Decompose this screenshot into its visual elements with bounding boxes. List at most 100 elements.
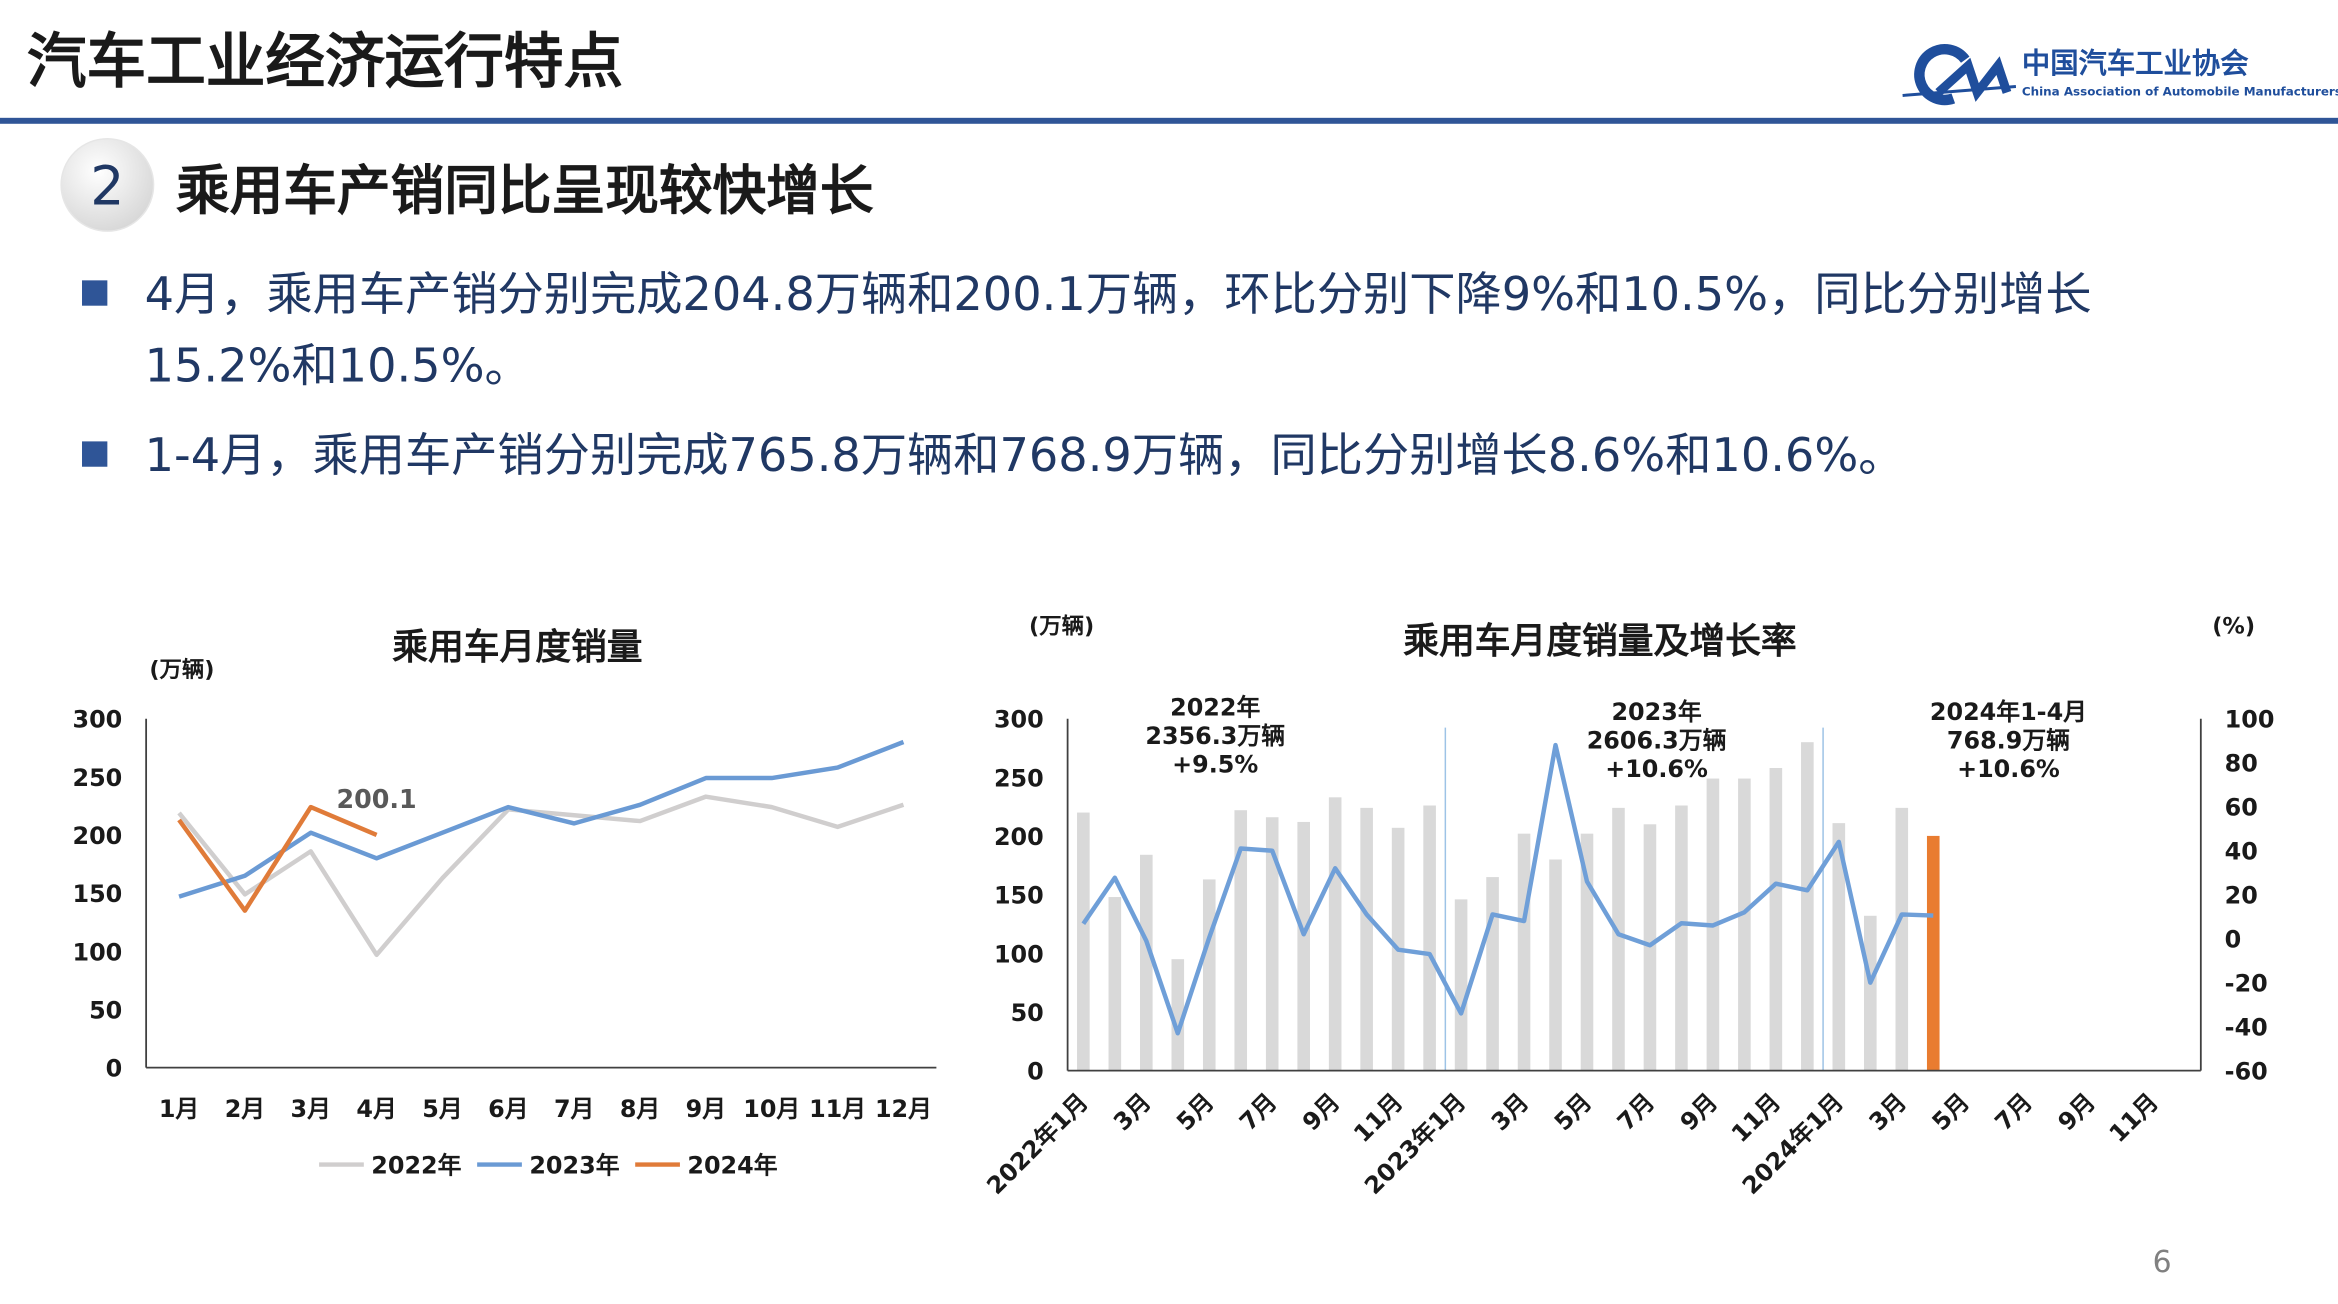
y-tick-label: 200 <box>72 822 122 850</box>
annotation: +10.6% <box>1605 755 1708 783</box>
x-tick-label: 9月 <box>1297 1088 1345 1136</box>
x-tick-label: 11月 <box>2104 1088 2164 1148</box>
bar <box>1202 879 1216 1071</box>
bar <box>1580 833 1594 1071</box>
chart-title: 乘用车月度销量及增长率 <box>1403 621 1796 662</box>
annotation: 2356.3万辆 <box>1145 722 1285 750</box>
annotation: 768.9万辆 <box>1947 727 2070 755</box>
x-tick-label: 3月 <box>1108 1088 1156 1136</box>
logo <box>1902 44 2017 106</box>
legend-label: 2024年 <box>687 1152 777 1180</box>
y-tick-label: 300 <box>72 706 122 734</box>
line-series <box>178 739 905 899</box>
bar <box>1832 823 1846 1071</box>
x-tick-label: 7月 <box>1990 1088 2038 1136</box>
x-tick-label: 10月 <box>743 1095 800 1123</box>
x-tick-label: 2月 <box>225 1095 265 1123</box>
bar <box>1675 805 1688 1071</box>
y-tick-label: 250 <box>72 764 122 792</box>
y2-tick-label: 80 <box>2225 750 2258 778</box>
legend-label: 2022年 <box>371 1152 461 1180</box>
y-tick-label: 300 <box>994 706 1044 734</box>
x-tick-label: 12月 <box>875 1095 932 1123</box>
y-tick-label: 50 <box>89 996 122 1024</box>
bar <box>1517 833 1531 1071</box>
slide-title: 汽车工业经济运行特点 <box>27 28 623 97</box>
bar <box>1895 807 1909 1071</box>
bar <box>1297 821 1310 1071</box>
y2-tick-label: -20 <box>2225 970 2268 998</box>
x-tick-label: 9月 <box>2052 1088 2100 1136</box>
annotation: +10.6% <box>1957 755 2060 783</box>
x-tick-label: 7月 <box>1234 1088 1282 1136</box>
x-tick-label: 2022年1月 <box>981 1088 1093 1200</box>
bar <box>1328 797 1342 1071</box>
line-series <box>1081 742 1934 1036</box>
bar <box>1926 835 1940 1071</box>
bar <box>1769 767 1783 1071</box>
x-tick-label: 4月 <box>356 1095 396 1123</box>
x-tick-label: 7月 <box>554 1095 594 1123</box>
y-tick-label: 50 <box>1011 999 1044 1027</box>
legend-label: 2023年 <box>529 1152 619 1180</box>
x-tick-label: 3月 <box>1486 1088 1534 1136</box>
y-tick-label: 200 <box>994 823 1044 851</box>
bar <box>1549 859 1562 1071</box>
annotation: 2022年 <box>1170 694 1260 722</box>
bar <box>1423 805 1436 1071</box>
section-badge <box>60 137 155 232</box>
bar <box>1360 807 1373 1071</box>
annotation: 2024年1-4月 <box>1930 698 2087 726</box>
bar <box>1234 810 1248 1071</box>
y2-tick-label: -60 <box>2225 1058 2268 1086</box>
section-title: 乘用车产销同比呈现较快增长 <box>176 159 874 222</box>
x-tick-label: 5月 <box>1927 1088 1975 1136</box>
y-tick-label: 100 <box>994 940 1044 968</box>
bar <box>1612 807 1625 1071</box>
x-tick-label: 7月 <box>1612 1088 1660 1136</box>
y2-tick-label: 60 <box>2225 794 2258 822</box>
line-series <box>177 804 378 913</box>
annotation: 2606.3万辆 <box>1587 727 1727 755</box>
logo-c <box>1914 44 1970 106</box>
section-number: 2 <box>90 154 124 217</box>
bar <box>1077 812 1090 1071</box>
x-tick-label: 1月 <box>159 1095 199 1123</box>
bar <box>1738 778 1751 1071</box>
bullet-text: 4月，乘用车产销分别完成204.8万辆和200.1万辆，环比分别下降9%和10.… <box>145 267 2092 321</box>
x-tick-label: 5月 <box>422 1095 462 1123</box>
bar <box>1265 817 1279 1071</box>
bullet-marker <box>82 280 108 306</box>
line-series <box>177 794 905 958</box>
y-tick-label: 100 <box>72 938 122 966</box>
y-tick-label: 150 <box>994 882 1044 910</box>
logo-m <box>1935 56 2012 102</box>
x-tick-label: 6月 <box>488 1095 528 1123</box>
annotation: 2023年 <box>1611 698 1701 726</box>
y-tick-label: 250 <box>994 764 1044 792</box>
x-tick-label: 5月 <box>1171 1088 1219 1136</box>
x-tick-label: 8月 <box>620 1095 660 1123</box>
bar <box>1801 742 1814 1071</box>
bullet-marker <box>82 441 108 467</box>
y-tick-label: 150 <box>72 880 122 908</box>
y-tick-label: 0 <box>1027 1058 1044 1086</box>
chart-title: 乘用车月度销量 <box>392 627 642 668</box>
bar <box>1140 854 1153 1071</box>
org-name-en: China Association of Automobile Manufact… <box>2022 84 2338 98</box>
y2-tick-label: 100 <box>2225 706 2275 734</box>
x-tick-label: 9月 <box>1675 1088 1723 1136</box>
y-tick-label: 0 <box>106 1055 123 1083</box>
x-tick-label: 3月 <box>291 1095 331 1123</box>
annotation: +9.5% <box>1172 750 1258 778</box>
data-label: 200.1 <box>337 784 417 814</box>
bar <box>1171 959 1185 1071</box>
y-axis-label: (万辆) <box>1029 614 1094 640</box>
bullet-text: 15.2%和10.5%。 <box>145 339 531 393</box>
bar <box>1454 899 1468 1071</box>
logo-swoosh <box>1902 85 2017 97</box>
y2-tick-label: 20 <box>2225 882 2258 910</box>
y-axis-label: (万辆) <box>149 657 214 683</box>
x-tick-label: 3月 <box>1864 1088 1912 1136</box>
